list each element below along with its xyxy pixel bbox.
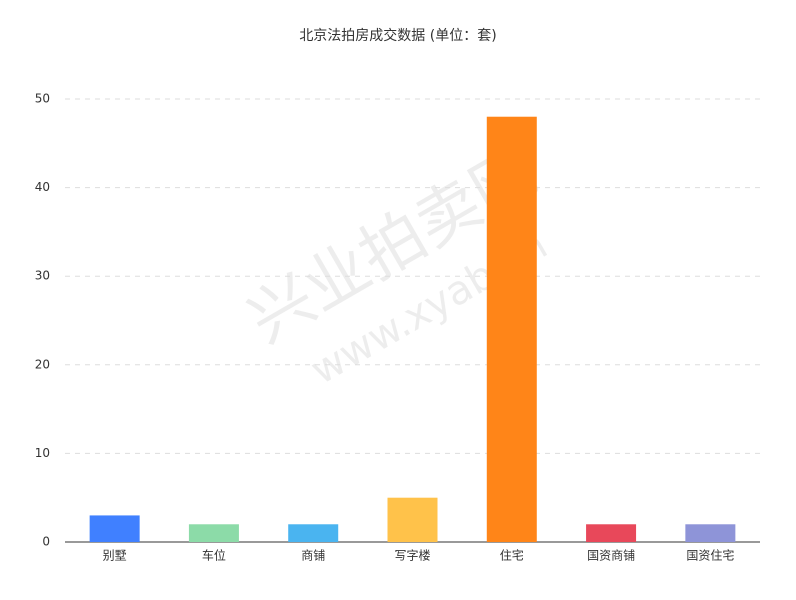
y-tick-label: 0 xyxy=(42,535,50,549)
x-tick-label: 写字楼 xyxy=(394,548,430,563)
y-tick-label: 30 xyxy=(35,269,50,283)
bar xyxy=(486,116,537,542)
y-tick-label: 20 xyxy=(35,357,50,371)
bar xyxy=(288,524,339,542)
x-tick-label: 住宅 xyxy=(500,548,524,563)
bar xyxy=(685,524,736,542)
bar xyxy=(188,524,239,542)
bar xyxy=(586,524,637,542)
y-tick-label: 50 xyxy=(35,92,50,106)
x-tick-label: 商铺 xyxy=(301,548,325,563)
bar xyxy=(89,515,140,542)
y-tick-label: 10 xyxy=(35,446,50,460)
bar xyxy=(387,497,438,542)
x-tick-label: 国资住宅 xyxy=(686,548,734,563)
x-tick-label: 国资商铺 xyxy=(587,548,635,563)
y-tick-label: 40 xyxy=(35,180,50,194)
x-tick-label: 别墅 xyxy=(103,549,127,563)
x-tick-label: 车位 xyxy=(202,548,226,563)
chart-title: 北京法拍房成交数据 (单位：套) xyxy=(299,27,496,44)
